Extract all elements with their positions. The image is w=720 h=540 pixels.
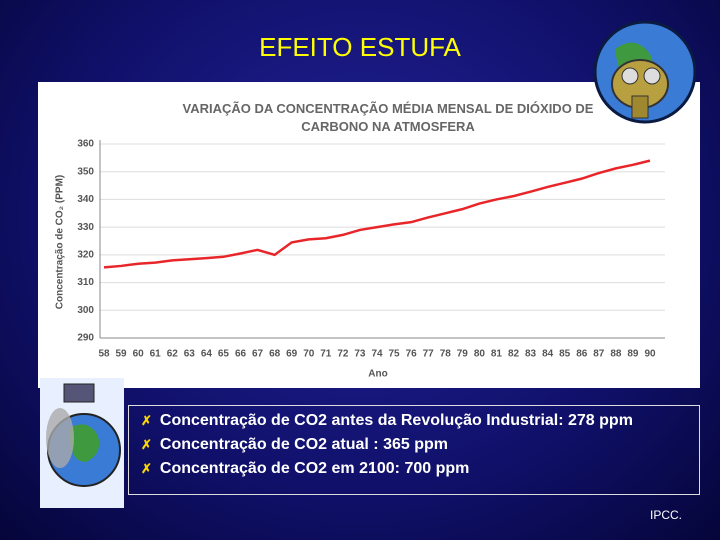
x-tick-label: 68: [269, 349, 281, 360]
y-tick-label: 350: [77, 166, 94, 177]
x-tick-label: 70: [303, 349, 315, 360]
x-tick-label: 90: [644, 349, 656, 360]
x-tick-label: 73: [354, 349, 366, 360]
bullet-text: Concentração de CO2 atual : 365 ppm: [159, 436, 448, 453]
x-tick-label: 69: [286, 349, 298, 360]
chart-title-line: VARIAÇÃO DA CONCENTRAÇÃO MÉDIA MENSAL DE…: [182, 101, 594, 116]
y-tick-label: 330: [77, 222, 94, 233]
y-tick-label: 290: [77, 333, 94, 344]
bullet: ✗ Concentração de CO2 atual : 365 ppm: [141, 436, 448, 453]
bullet: ✗ Concentração de CO2 em 2100: 700 ppm: [141, 460, 470, 477]
x-tick-label: 84: [542, 349, 554, 360]
source: IPCC.: [650, 508, 683, 522]
gas-mask-globe-icon: [593, 20, 697, 124]
y-tick-label: 300: [77, 305, 94, 316]
x-tick-label: 58: [98, 349, 110, 360]
x-tick-label: 75: [389, 349, 401, 360]
x-tick-label: 65: [218, 349, 230, 360]
chart: Concentração de CO₂ (PPM) Ano 290 300 310 3…: [55, 139, 665, 380]
x-tick-label: 67: [252, 349, 264, 360]
x-tick-label: 85: [559, 349, 571, 360]
y-tick-label: 360: [77, 139, 94, 150]
x-tick-label: 64: [201, 349, 213, 360]
x-tick-label: 77: [423, 349, 435, 360]
bullet-list: ✗ Concentração de CO2 antes da Revolução …: [128, 405, 700, 495]
chart-title: VARIAÇÃO DA CONCENTRAÇÃO MÉDIA MENSAL DE…: [108, 100, 668, 136]
x-tick-label: 66: [235, 349, 247, 360]
y-tick-label: 320: [77, 249, 94, 260]
data-line: [103, 159, 651, 269]
x-tick-label: 61: [150, 349, 162, 360]
y-tick-label: 340: [77, 194, 94, 205]
x-tick-label: 62: [167, 349, 179, 360]
x-tick-label: 78: [440, 349, 452, 360]
x-tick-label: 63: [184, 349, 196, 360]
x-tick-label: 74: [371, 349, 383, 360]
x-tick-label: 59: [116, 349, 128, 360]
y-tick-label: 310: [77, 277, 94, 288]
x-tick-label: 82: [508, 349, 520, 360]
bullet-text: Concentração de CO2 em 2100: 700 ppm: [159, 460, 470, 477]
globe-icon: [40, 378, 124, 508]
chart-title-line: CARBONO NA ATMOSFERA: [301, 119, 475, 134]
bullet-text: Concentração de CO2 antes da Revolução I…: [159, 412, 633, 429]
x-tick-label: 89: [627, 349, 639, 360]
x-tick-label: 83: [525, 349, 537, 360]
x-axis-label: Ano: [368, 369, 387, 380]
x-tick-label: 87: [593, 349, 605, 360]
x-tick-label: 79: [457, 349, 469, 360]
x-tick-label: 60: [133, 349, 145, 360]
bullet: ✗ Concentração de CO2 antes da Revolução …: [141, 412, 633, 429]
x-tick-label: 86: [576, 349, 588, 360]
x-tick-label: 81: [491, 349, 503, 360]
y-axis-label: Concentração de CO₂ (PPM): [55, 175, 66, 309]
x-tick-label: 76: [406, 349, 418, 360]
slide-title: EFEITO ESTUFA: [259, 32, 461, 62]
x-tick-label: 72: [337, 349, 349, 360]
x-tick-label: 88: [610, 349, 622, 360]
x-tick-label: 71: [320, 349, 332, 360]
chart-panel: VARIAÇÃO DA CONCENTRAÇÃO MÉDIA MENSAL DE…: [38, 82, 700, 388]
x-tick-label: 80: [474, 349, 486, 360]
